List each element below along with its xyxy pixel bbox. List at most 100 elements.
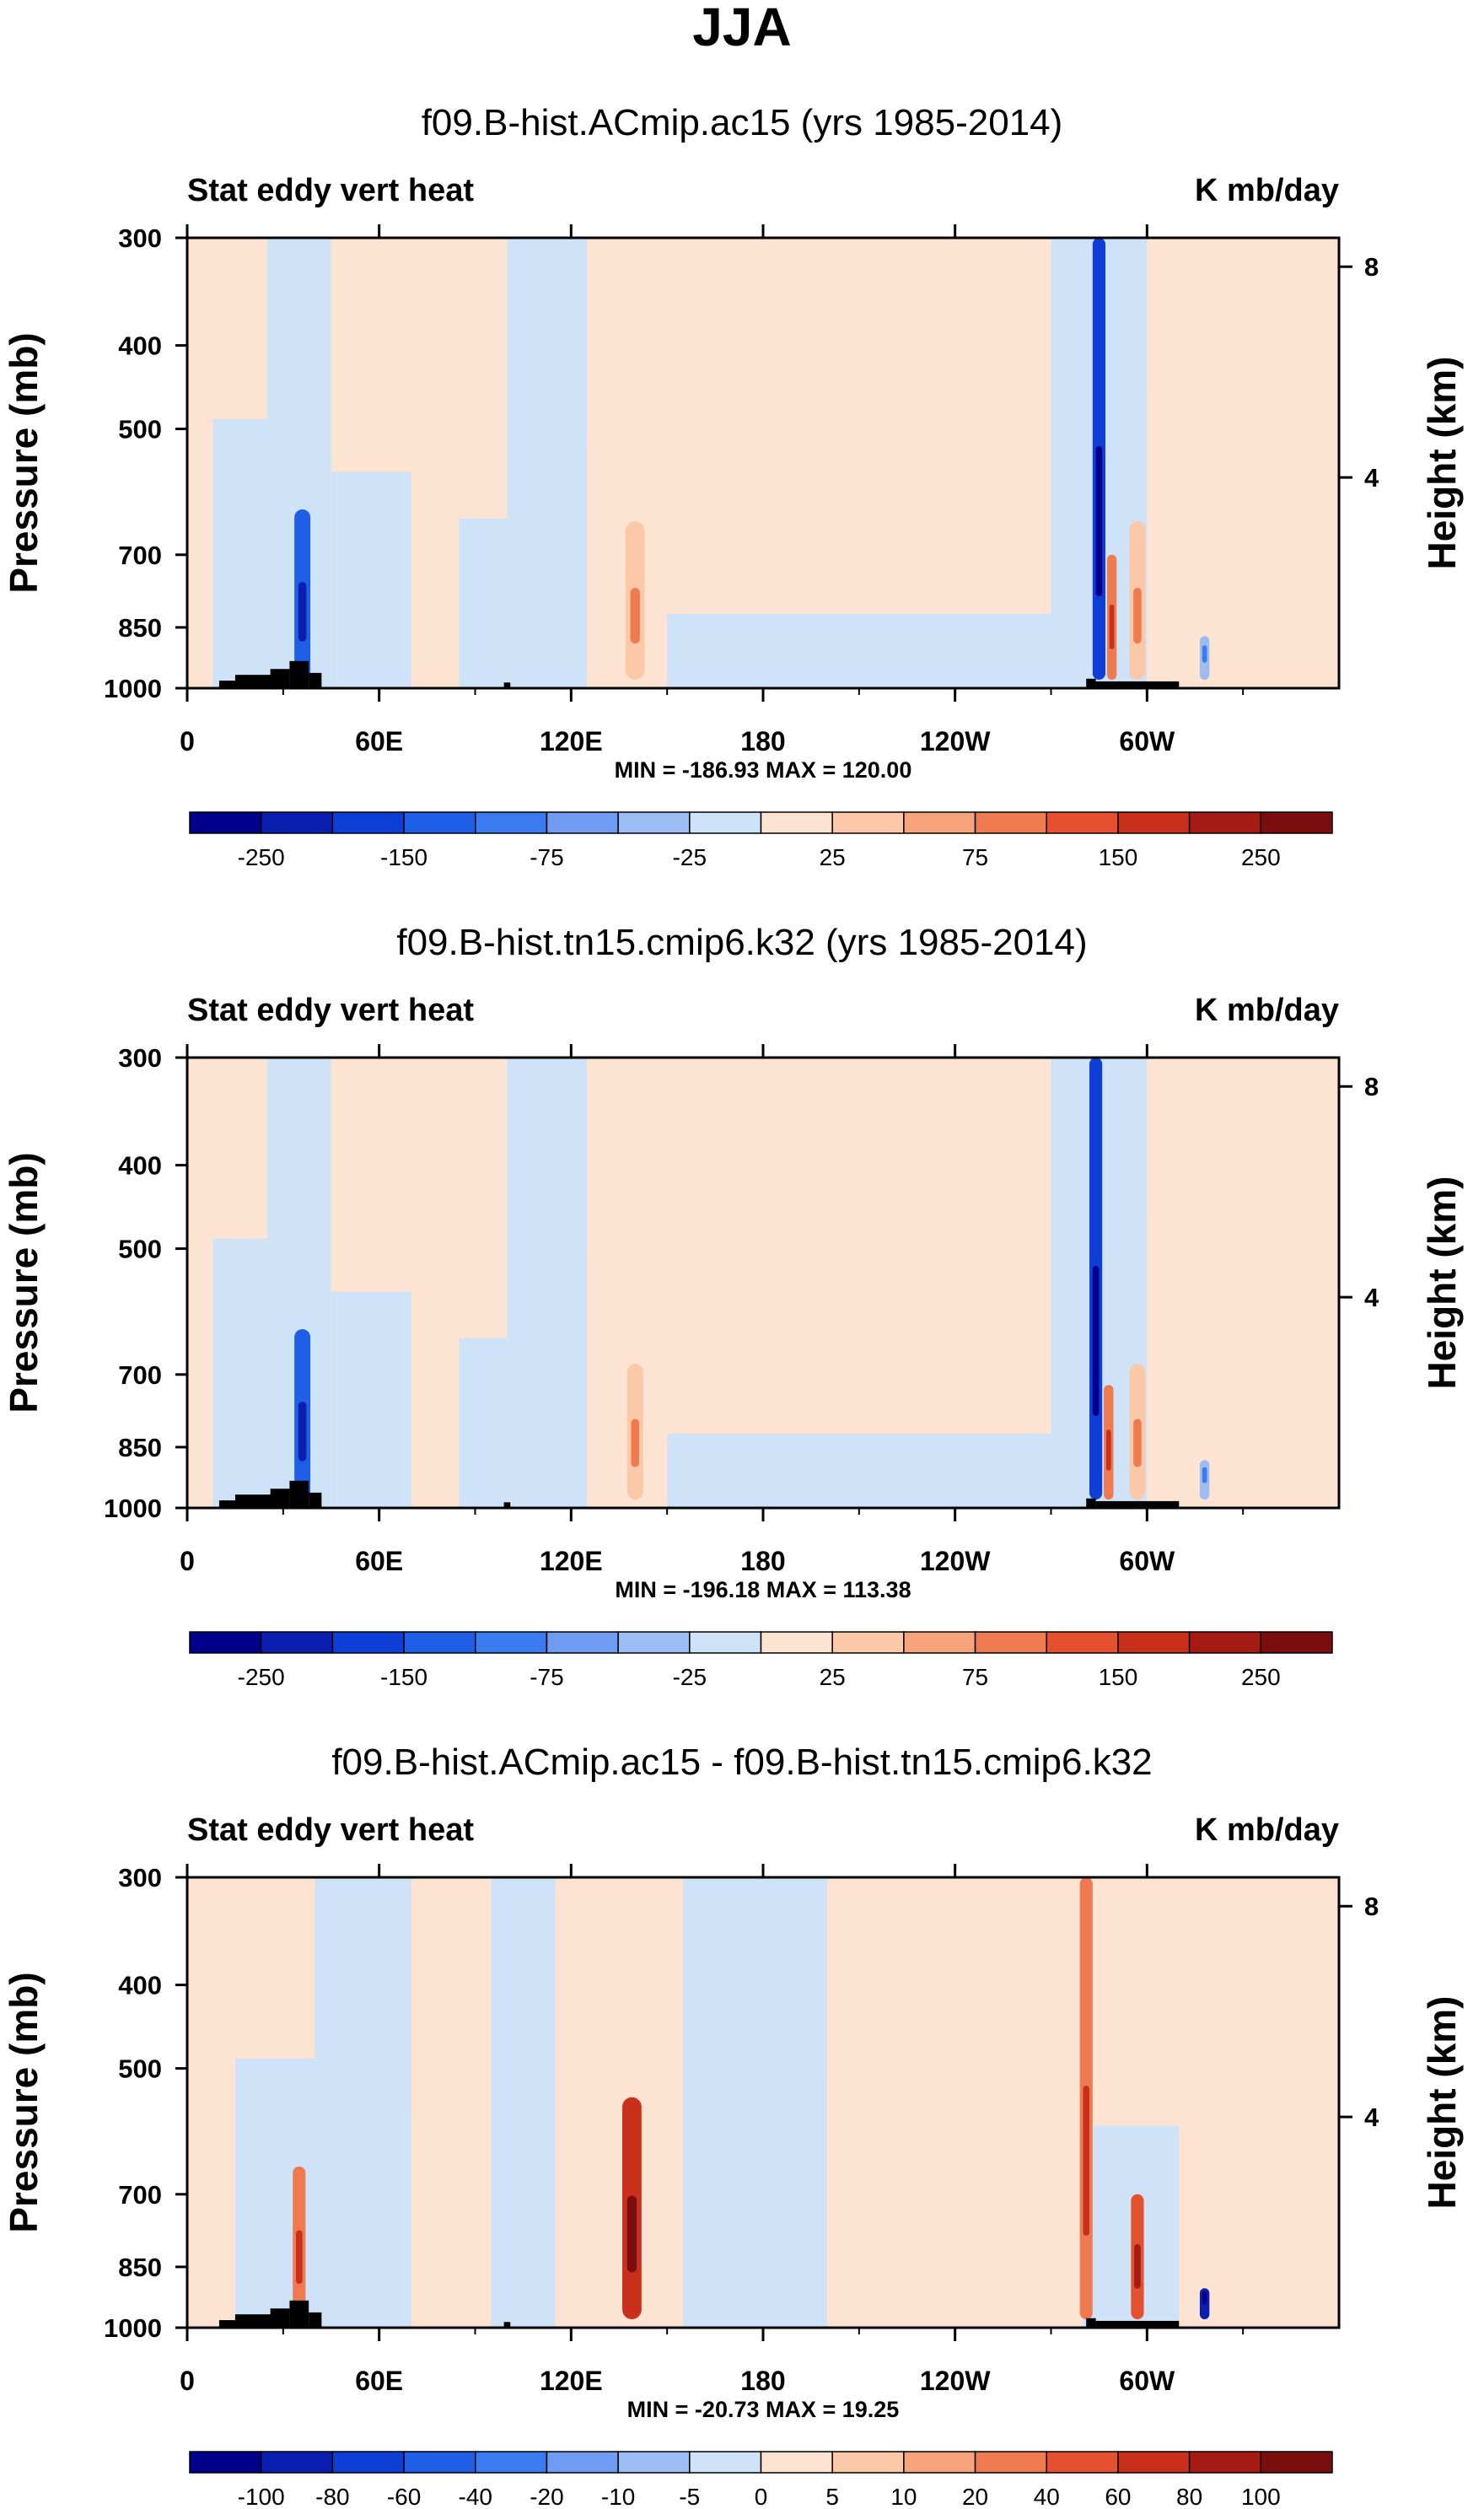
- colorbar-label: -150: [380, 1664, 427, 1690]
- y2-tick-label: 8: [1364, 252, 1379, 282]
- land-mask: [234, 1494, 277, 1508]
- right-label: K mb/day: [1195, 173, 1339, 208]
- field-band: [411, 1058, 460, 1508]
- y-tick-label: 1000: [104, 674, 162, 703]
- colorbar-swatch: [617, 1631, 691, 1654]
- field-band: [667, 1058, 748, 1508]
- field-band: [315, 1877, 411, 2328]
- colorbar-label: 75: [962, 844, 988, 870]
- colorbar-label: 250: [1241, 844, 1281, 870]
- panel-3: f09.B-hist.ACmip.ac15 - f09.B-hist.tn15.…: [2, 1742, 1464, 2509]
- land-mask: [1095, 681, 1180, 688]
- x-tick-label: 0: [180, 2366, 195, 2396]
- y-tick-label: 300: [118, 1043, 162, 1073]
- y-tick-label: 300: [118, 1863, 162, 1893]
- plume-core: [1134, 2243, 1141, 2289]
- colorbar-label: 25: [820, 1664, 846, 1690]
- y-tick-label: 400: [118, 331, 162, 361]
- field-band: [1227, 1058, 1339, 1508]
- land-mask: [1086, 1498, 1096, 1508]
- x-tick-label: 120E: [540, 2366, 603, 2396]
- field-band: [459, 518, 508, 688]
- y2-axis-title: Height (km): [1420, 357, 1464, 570]
- colorbar-label: -20: [530, 2484, 563, 2509]
- colorbar-swatch: [1260, 811, 1333, 834]
- panel-title: f09.B-hist.ACmip.ac15 - f09.B-hist.tn15.…: [331, 1742, 1152, 1783]
- y-tick-label: 700: [118, 2180, 162, 2210]
- colorbar-label: 75: [962, 1664, 988, 1690]
- plume-core: [1202, 2291, 1207, 2305]
- colorbar-swatch: [1260, 1631, 1333, 1654]
- colorbar-swatch: [260, 811, 334, 834]
- colorbar-swatch: [617, 2451, 691, 2474]
- colorbar-swatch: [331, 811, 405, 834]
- colorbar-swatch: [189, 1631, 262, 1654]
- colorbar-swatch: [475, 811, 548, 834]
- y-tick-label: 700: [118, 1360, 162, 1390]
- x-tick-label: 60E: [355, 2366, 403, 2396]
- plume-core: [1095, 446, 1103, 596]
- colorbar-label: -40: [459, 2484, 492, 2509]
- x-tick-label: 60E: [355, 726, 403, 756]
- field-band: [667, 238, 748, 688]
- colorbar-label: -80: [315, 2484, 349, 2509]
- field-band: [507, 238, 588, 688]
- colorbar-label: -25: [673, 844, 707, 870]
- colorbar-swatch: [260, 2451, 334, 2474]
- colorbar-label: 80: [1176, 2484, 1202, 2509]
- right-label: K mb/day: [1195, 1812, 1339, 1848]
- stats-label: MIN = -20.73 MAX = 19.25: [627, 2397, 900, 2422]
- colorbar-swatch: [1188, 1631, 1262, 1654]
- colorbar-label: 60: [1105, 2484, 1131, 2509]
- x-tick-label: 180: [740, 1546, 785, 1576]
- colorbar-label: -5: [679, 2484, 700, 2509]
- field-band: [187, 1058, 213, 1508]
- colorbar-swatch: [760, 811, 833, 834]
- colorbar-swatch: [760, 2451, 833, 2474]
- colorbar-swatch: [403, 1631, 476, 1654]
- field-band: [1179, 1877, 1339, 2328]
- land-mask: [1095, 1500, 1180, 1508]
- colorbar-swatch: [1188, 2451, 1262, 2474]
- y2-tick-label: 4: [1364, 2102, 1379, 2132]
- x-tick-label: 60W: [1119, 726, 1175, 756]
- plume-core: [1133, 588, 1142, 644]
- colorbar-label: -10: [601, 2484, 635, 2509]
- colorbar-swatch: [689, 2451, 762, 2474]
- panel-1: f09.B-hist.ACmip.ac15 (yrs 1985-2014) Sta…: [2, 102, 1464, 870]
- y-axis-title: Pressure (mb): [2, 1152, 46, 1413]
- plume-core: [1133, 1419, 1142, 1467]
- colorbar-swatch: [331, 1631, 405, 1654]
- colorbar-label: 5: [825, 2484, 839, 2509]
- land-mask: [270, 2308, 290, 2328]
- land-mask: [309, 672, 322, 688]
- colorbar-label: 150: [1099, 1664, 1138, 1690]
- field-band: [187, 1877, 235, 2328]
- colorbar-swatch: [689, 811, 762, 834]
- x-tick-label: 60E: [355, 1546, 403, 1576]
- colorbar-swatch: [617, 811, 691, 834]
- colorbar-label: 100: [1241, 2484, 1281, 2509]
- colorbar-swatch: [974, 811, 1047, 834]
- panels: f09.B-hist.ACmip.ac15 (yrs 1985-2014) Sta…: [2, 102, 1464, 2509]
- field-band: [667, 1433, 1051, 1508]
- colorbar-swatch: [1117, 811, 1191, 834]
- x-tick-label: 60W: [1119, 1546, 1175, 1576]
- y-tick-label: 400: [118, 1151, 162, 1181]
- colorbar-swatch: [831, 1631, 905, 1654]
- colorbar-label: 20: [962, 2484, 988, 2509]
- y-tick-label: 700: [118, 541, 162, 570]
- land-mask: [289, 2300, 309, 2328]
- field-band: [1147, 1214, 1228, 1508]
- panel-title: f09.B-hist.tn15.cmip6.k32 (yrs 1985-2014…: [396, 922, 1087, 963]
- x-tick-label: 60W: [1119, 2366, 1175, 2396]
- colorbar-label: 40: [1034, 2484, 1060, 2509]
- land-mask: [309, 2312, 322, 2328]
- colorbar-swatch: [546, 811, 619, 834]
- plume-core: [296, 2230, 303, 2285]
- colorbar-label: -150: [380, 844, 427, 870]
- colorbar-swatch: [831, 811, 905, 834]
- y-tick-label: 500: [118, 1235, 162, 1264]
- y-axis-title: Pressure (mb): [2, 1972, 46, 2232]
